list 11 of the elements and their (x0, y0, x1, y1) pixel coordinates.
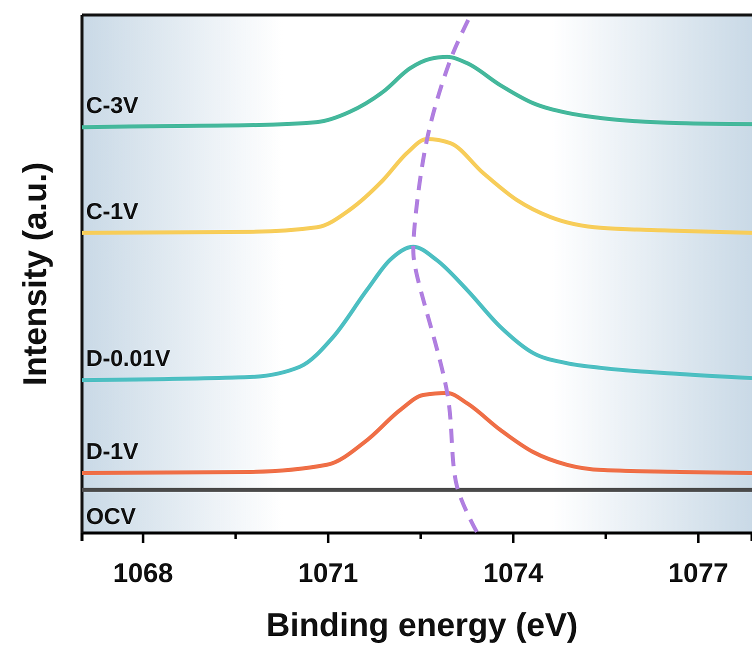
y-axis-title: Intensity (a.u.) (16, 162, 53, 386)
x-tick-label: 1071 (298, 558, 358, 588)
x-tick-label: 1068 (113, 558, 174, 588)
series-label: D-1V (86, 438, 140, 464)
series-label: D-0.01V (86, 345, 172, 372)
x-axis-title: Binding energy (eV) (266, 606, 578, 643)
series-label: OCV (86, 502, 136, 529)
series-label: C-1V (86, 198, 140, 224)
series-label: C-3V (86, 92, 140, 118)
x-tick-label: 1074 (483, 558, 544, 588)
x-tick-label: 1077 (668, 558, 728, 588)
